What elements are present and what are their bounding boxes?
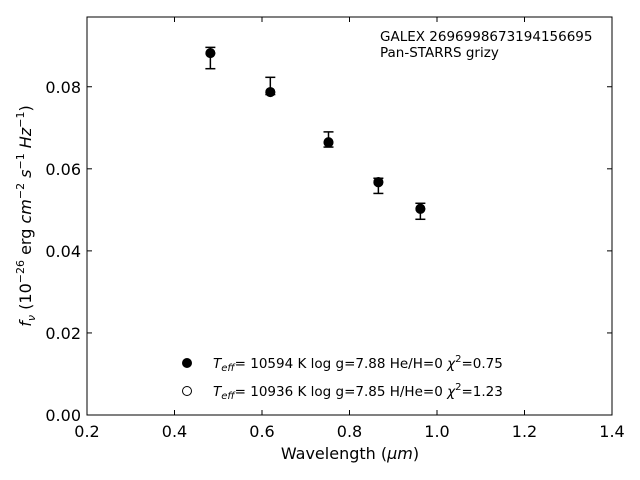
legend-1-teff-val: = 10594 K <box>235 356 308 372</box>
legend-1-teff: T <box>213 356 223 372</box>
y-tick-label: 0.02 <box>45 324 81 343</box>
x-tick-label: 0.4 <box>162 422 187 441</box>
legend-1-chi-val: =0.75 <box>461 356 502 372</box>
y-axis-label: fν (10−26 erg cm−2 s−1 Hz−1) <box>14 105 38 326</box>
x-tick-label: 0.2 <box>74 422 99 441</box>
x-tick-label: 1.2 <box>512 422 537 441</box>
legend-entry-2: Teff= 10936 K log g=7.85 H/He=0 χ2=1.23 <box>213 382 503 402</box>
legend-2-rest: log g=7.85 H/He=0 <box>311 384 443 400</box>
y-tick-label: 0.06 <box>45 160 81 179</box>
x-tick-label: 1.4 <box>599 422 624 441</box>
legend-1-chi: χ <box>446 356 456 372</box>
legend-2-eff: eff <box>221 391 236 402</box>
legend-2-teff: T <box>213 384 223 400</box>
legend-entry-1: Teff= 10594 K log g=7.88 He/H=0 χ2=0.75 <box>213 354 503 374</box>
annotation-object-name: GALEX 2696998673194156695 <box>380 29 592 45</box>
legend-1-chi-exp: 2 <box>455 354 461 365</box>
x-axis-label: Wavelength (μm) <box>281 444 419 463</box>
legend-2-chi-val: =1.23 <box>461 384 502 400</box>
y-axis-label-f: f <box>16 319 35 327</box>
legend-2-chi-exp: 2 <box>455 382 461 393</box>
legend-2-chi: χ <box>446 384 456 400</box>
data-point-filled <box>265 87 276 98</box>
y-axis-label-exp2: −2 <box>14 183 27 199</box>
data-point-filled <box>205 48 216 59</box>
y-axis-label-exp1: −26 <box>14 260 27 283</box>
legend-marker-open <box>182 386 192 396</box>
plot-area: 0.2 0.4 0.6 0.8 1.0 1.2 1.4 0.00 0.02 0.04 0.06 0.0… <box>45 16 625 441</box>
x-tick-label: 1.0 <box>424 422 449 441</box>
x-axis-label-main: Wavelength ( <box>281 444 387 463</box>
y-tick-label: 0.00 <box>45 406 81 425</box>
legend: Teff= 10594 K log g=7.88 He/H=0 χ2=0.75 … <box>182 354 503 402</box>
x-tick-label: 0.8 <box>337 422 362 441</box>
y-axis-label-erg: erg <box>16 224 35 260</box>
y-tick-label: 0.04 <box>45 242 81 261</box>
y-axis-label-cm: cm <box>16 199 35 223</box>
y-axis-label-exp4: −1 <box>14 112 27 128</box>
legend-1-rest: log g=7.88 He/H=0 <box>311 356 443 372</box>
legend-1-eff: eff <box>221 363 236 374</box>
x-axis-label-unit: μm <box>386 444 413 463</box>
y-axis-label-hz: Hz <box>16 127 35 153</box>
y-axis-label-s: s <box>16 170 35 183</box>
y-axis-label-exp3: −1 <box>14 153 27 169</box>
y-axis-label-close: ) <box>16 105 35 111</box>
data-point-filled <box>373 176 384 187</box>
annotation-survey: Pan-STARRS grizy <box>380 45 499 61</box>
data-point-filled <box>415 203 426 214</box>
data-point-filled <box>323 137 334 148</box>
x-axis-label-close: ) <box>413 444 419 463</box>
legend-marker-filled <box>182 358 192 368</box>
y-tick-label: 0.08 <box>45 78 81 97</box>
legend-2-teff-val: = 10936 K <box>235 384 308 400</box>
x-tick-label: 0.6 <box>249 422 274 441</box>
y-axis-label-nu: ν <box>25 315 38 321</box>
y-axis-label-open: (10 <box>16 283 35 315</box>
